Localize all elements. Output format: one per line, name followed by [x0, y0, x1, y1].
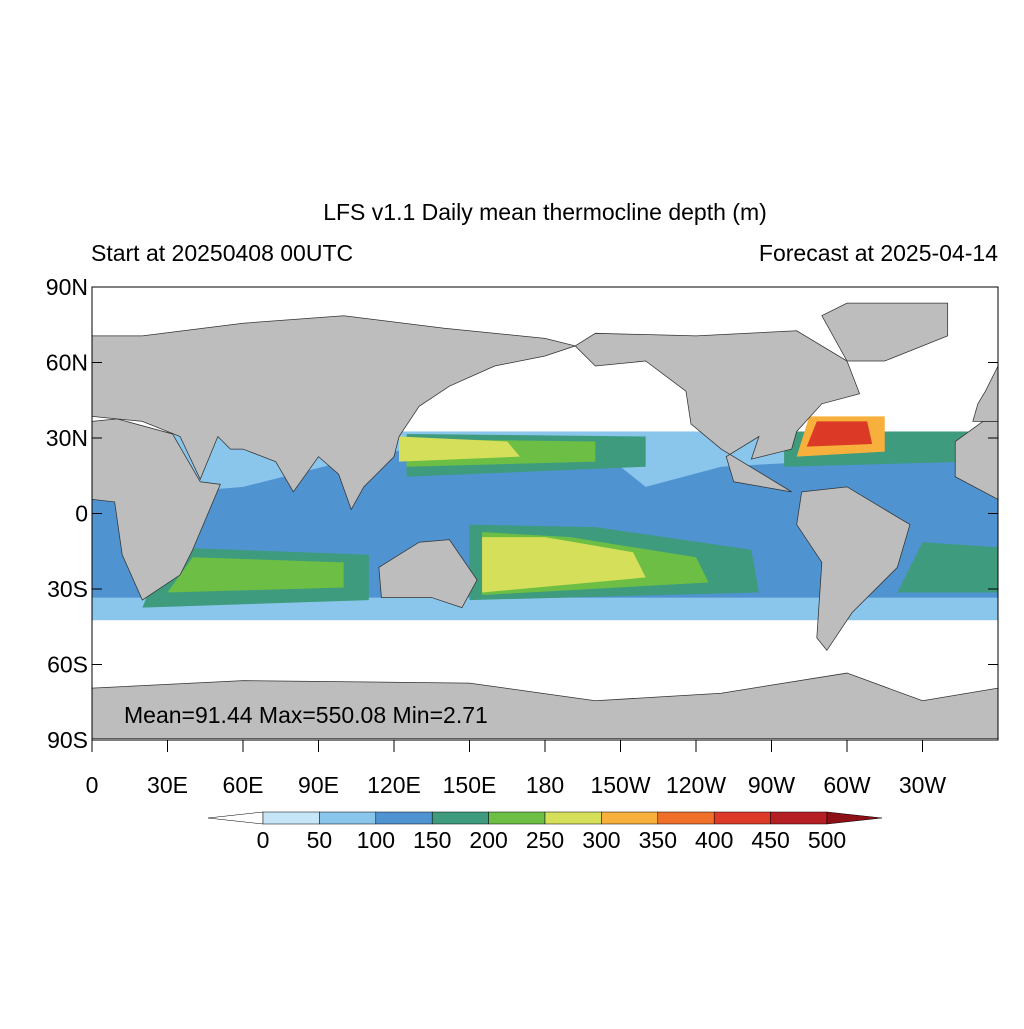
colorbar-box: [544, 811, 602, 825]
colorbar-box: [431, 811, 489, 825]
field-band: [482, 537, 646, 593]
lon-tick-label: 30W: [899, 772, 947, 798]
lat-tick-label: 90N: [46, 274, 88, 300]
field-band: [806, 421, 873, 447]
colorbar-box: [319, 811, 377, 825]
colorbar-box: [770, 811, 828, 825]
north-america: [574, 330, 861, 493]
africa-west: [954, 421, 998, 500]
south-america: [796, 486, 911, 652]
lon-tick-label: 120W: [666, 772, 726, 798]
colorbar-box: [488, 811, 546, 825]
lon-tick-label: 90W: [748, 772, 796, 798]
lon-tick-label: 60E: [223, 772, 264, 798]
colorbar-label: 450: [751, 827, 789, 853]
lat-tick-label: 90S: [47, 727, 88, 753]
antarctica: [92, 672, 998, 739]
field-band: [897, 542, 998, 593]
lon-tick-label: 0: [86, 772, 99, 798]
title: LFS v1.1 Daily mean thermocline depth (m…: [323, 199, 767, 225]
eurasia: [92, 315, 577, 511]
lon-tick-label: 30E: [147, 772, 188, 798]
europe-west: [972, 365, 998, 422]
map-area: [92, 302, 998, 739]
colorbar-label: 100: [357, 827, 395, 853]
land: [92, 302, 998, 739]
lon-tick-label: 150W: [590, 772, 650, 798]
lon-tick-label: 90E: [298, 772, 339, 798]
australia: [378, 539, 478, 609]
colorbar-label: 400: [695, 827, 733, 853]
lat-tick-label: 0: [75, 501, 88, 527]
colorbar-over: [826, 811, 883, 825]
greenland: [821, 302, 949, 362]
subtitle-left: Start at 20250408 00UTC: [91, 240, 353, 266]
stats-annotation: Mean=91.44 Max=550.08 Min=2.71: [124, 702, 488, 728]
colorbar-label: 250: [526, 827, 564, 853]
colorbar-box: [657, 811, 715, 825]
colorbar-label: 50: [307, 827, 333, 853]
lon-tick-label: 60W: [823, 772, 871, 798]
subtitle-right: Forecast at 2025-04-14: [759, 240, 998, 266]
lat-tick-label: 60N: [46, 350, 88, 376]
field-band: [399, 436, 520, 462]
field-band: [167, 557, 344, 593]
colorbar-box: [601, 811, 659, 825]
lon-tick-label: 150E: [443, 772, 497, 798]
colorbar-label: 0: [257, 827, 270, 853]
colorbar-label: 200: [469, 827, 507, 853]
lat-tick-label: 30S: [47, 576, 88, 602]
lon-tick-label: 120E: [367, 772, 421, 798]
colorbar-label: 150: [413, 827, 451, 853]
colorbar-label: 500: [808, 827, 846, 853]
lat-tick-label: 30N: [46, 425, 88, 451]
africa: [92, 418, 221, 601]
colorbar-label: 350: [639, 827, 677, 853]
colorbar-label: 300: [582, 827, 620, 853]
colorbar-box: [713, 811, 771, 825]
lon-tick-label: 180: [526, 772, 564, 798]
lat-tick-label: 60S: [47, 652, 88, 678]
colorbar-box: [375, 811, 433, 825]
colorbar-box: [262, 811, 320, 825]
